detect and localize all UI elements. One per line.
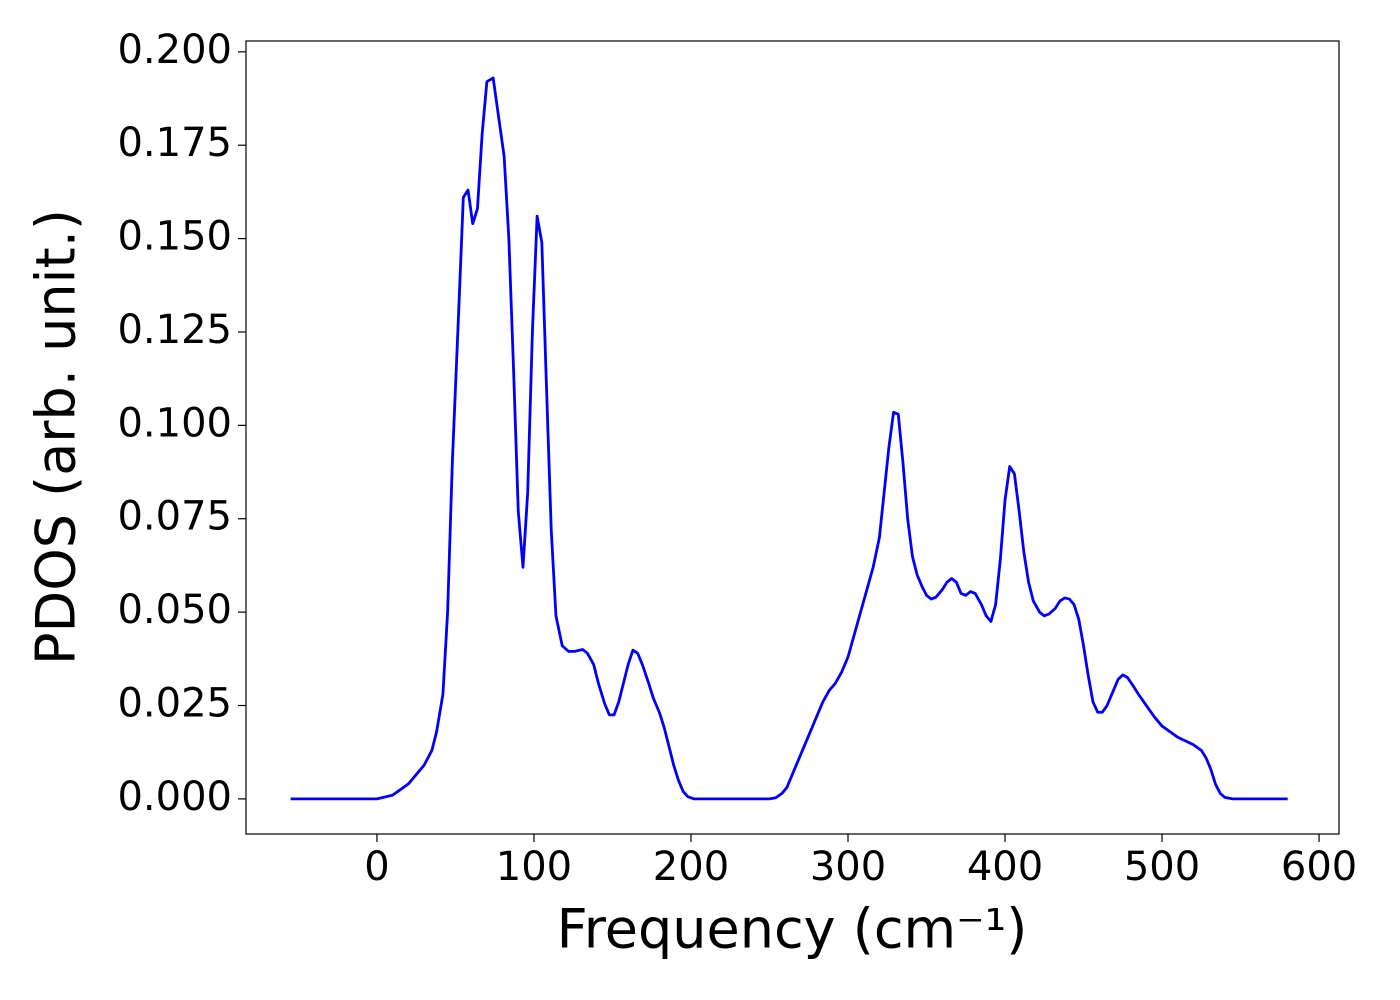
y-tick-label: 0.200: [117, 27, 232, 73]
y-axis-label: PDOS (arb. unit.): [25, 209, 88, 665]
x-tick-label: 400: [967, 844, 1043, 890]
pdos-line: [290, 76, 1288, 801]
plot-frame: [245, 40, 1340, 835]
y-tick-label: 0.000: [117, 774, 232, 820]
y-tick-label: 0.175: [117, 120, 232, 166]
y-tick-label: 0.075: [117, 494, 232, 540]
y-tick-label: 0.025: [117, 681, 232, 727]
y-tick-label: 0.050: [117, 587, 232, 633]
y-tick-label: 0.150: [117, 214, 232, 260]
x-tick-label: 600: [1281, 844, 1357, 890]
x-axis-label: Frequency (cm⁻¹): [557, 898, 1028, 961]
y-tick-label: 0.125: [117, 307, 232, 353]
x-tick-label: 200: [653, 844, 729, 890]
x-tick-label: 100: [496, 844, 572, 890]
y-tick-label: 0.100: [117, 400, 232, 446]
x-tick-label: 0: [364, 844, 389, 890]
x-tick-label: 500: [1124, 844, 1200, 890]
x-tick-label: 300: [810, 844, 886, 890]
